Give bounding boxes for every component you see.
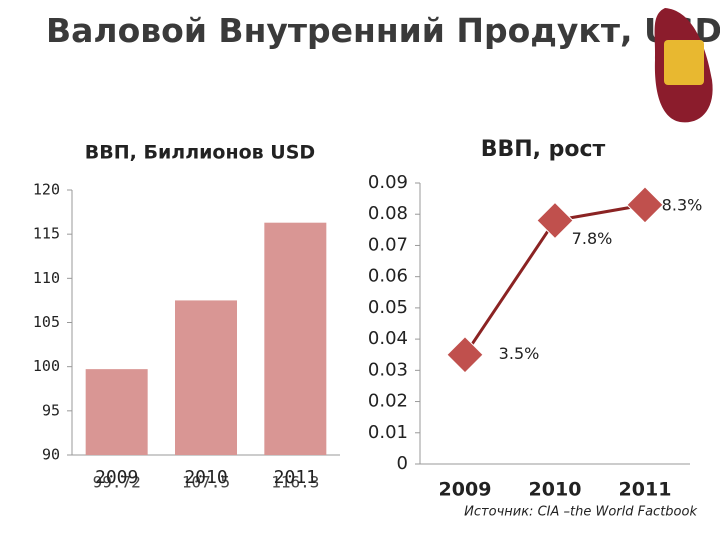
y-tick-label: 90	[42, 446, 60, 464]
data-label: 116.3	[271, 473, 319, 492]
chart-title: ВВП, рост	[481, 137, 606, 162]
data-label: 99.72	[93, 473, 141, 492]
data-label: 8.3%	[662, 195, 703, 214]
bar	[85, 369, 148, 455]
data-label: 3.5%	[499, 344, 540, 363]
x-tick-label: 2009	[95, 467, 138, 488]
y-tick-label: 0	[397, 453, 408, 474]
slide-title-text: Валовой Внутренний Продукт, USD (2011)	[46, 11, 720, 50]
y-tick-label: 0.07	[368, 234, 408, 255]
chart-title: ВВП, Биллионов USD	[85, 142, 315, 164]
source-note: Источник: CIA –the World Factbook	[464, 505, 697, 520]
y-tick-label: 0.09	[368, 172, 408, 193]
y-tick-label: 0.08	[368, 203, 408, 224]
data-label: 7.8%	[572, 229, 613, 248]
y-tick-label: 0.05	[368, 297, 408, 318]
data-label: 107.5	[182, 473, 230, 492]
marker	[446, 336, 484, 374]
y-tick-label: 0.01	[368, 422, 408, 443]
x-tick-label: 2009	[439, 479, 492, 501]
bar	[175, 300, 237, 455]
x-tick-label: 2011	[274, 467, 317, 488]
y-tick-label: 0.03	[368, 359, 408, 380]
y-tick-label: 95	[42, 401, 60, 419]
marker	[536, 201, 574, 240]
bar	[264, 222, 327, 455]
slide-title: Валовой Внутренний Продукт, USD (2011)	[46, 11, 720, 50]
y-tick-label: 0.02	[368, 391, 408, 412]
y-tick-label: 0.04	[368, 328, 408, 349]
x-tick-label: 2011	[619, 479, 672, 501]
y-tick-label: 110	[33, 269, 60, 287]
y-tick-label: 120	[33, 181, 60, 199]
y-tick-label: 115	[33, 225, 60, 243]
marker	[626, 186, 664, 224]
y-tick-label: 100	[33, 357, 60, 375]
x-tick-label: 2010	[529, 479, 582, 501]
flag-icon	[664, 40, 704, 85]
y-tick-label: 0.06	[368, 266, 408, 287]
x-tick-label: 2010	[184, 467, 227, 488]
y-tick-label: 105	[33, 313, 60, 331]
